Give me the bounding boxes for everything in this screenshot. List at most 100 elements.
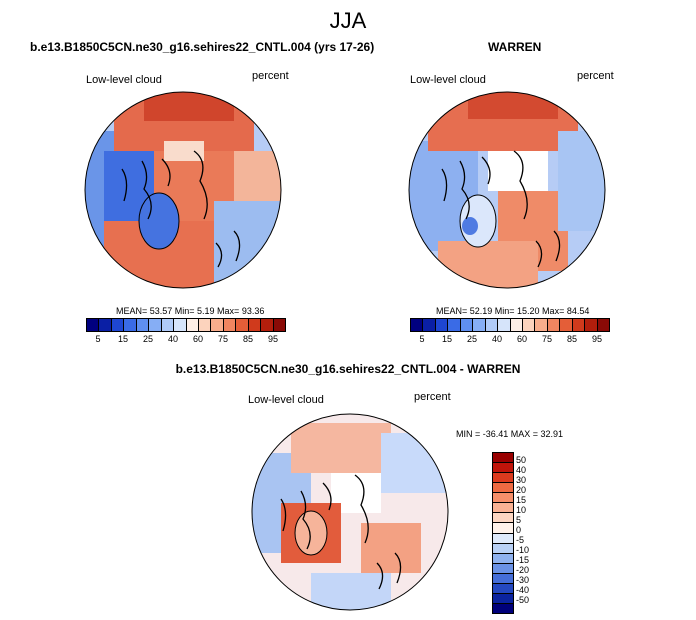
colorbar-swatch: [161, 319, 175, 331]
colorbar-swatch: [493, 523, 513, 534]
colorbar-swatch: [223, 319, 237, 331]
panel2-colorbar-ticks: 5 15 25 40 60 75 85 95: [410, 334, 608, 346]
panel3-stats: MIN = -36.41 MAX = 32.91: [456, 429, 564, 439]
colorbar-swatch: [572, 319, 586, 331]
colorbar-swatch: [597, 319, 609, 331]
colorbar-swatch: [460, 319, 474, 331]
colorbar-tick: 50: [516, 455, 527, 465]
colorbar-swatch: [273, 319, 285, 331]
panel1-polar-map: [84, 91, 282, 289]
colorbar-tick: -40: [516, 585, 530, 595]
colorbar-swatch: [411, 319, 424, 331]
panel1-stats: MEAN= 53.57 Min= 5.19 Max= 93.36: [116, 306, 265, 316]
colorbar-tick: 15: [516, 495, 527, 505]
panel2-units-label: percent: [577, 70, 614, 82]
colorbar-tick: 60: [192, 334, 203, 344]
colorbar-swatch: [493, 583, 513, 594]
colorbar-swatch: [493, 503, 513, 514]
colorbar-swatch: [248, 319, 262, 331]
season-title: JJA: [329, 8, 367, 33]
colorbar-swatch: [493, 513, 513, 524]
panel1-colorbar: [86, 318, 286, 332]
panel1-variable-label: Low-level cloud: [86, 74, 162, 86]
colorbar-swatch: [585, 319, 598, 331]
colorbar-tick: -15: [516, 555, 530, 565]
colorbar-swatch: [493, 533, 513, 544]
colorbar-tick: 5: [516, 515, 522, 525]
panel1-colorbar-ticks: 5 15 25 40 60 75 85 95: [86, 334, 284, 346]
colorbar-swatch: [493, 463, 513, 474]
colorbar-tick: -50: [516, 595, 530, 605]
colorbar-tick: 10: [516, 505, 527, 515]
colorbar-tick: 15: [117, 334, 128, 344]
colorbar-swatch: [111, 319, 125, 331]
colorbar-tick: 5: [95, 334, 101, 344]
colorbar-swatch: [493, 553, 513, 564]
panel2-colorbar: [410, 318, 610, 332]
colorbar-tick: 25: [466, 334, 477, 344]
panel2-title: WARREN: [488, 40, 542, 54]
colorbar-swatch: [493, 493, 513, 504]
colorbar-swatch: [498, 319, 511, 331]
colorbar-swatch: [87, 319, 100, 331]
colorbar-tick: 75: [217, 334, 228, 344]
colorbar-swatch: [186, 319, 199, 331]
colorbar-tick: 85: [566, 334, 577, 344]
colorbar-swatch: [522, 319, 536, 331]
colorbar-tick: -20: [516, 565, 530, 575]
colorbar-tick: 40: [491, 334, 502, 344]
panel1-units-label: percent: [252, 70, 289, 82]
colorbar-tick: 25: [142, 334, 153, 344]
colorbar-swatch: [149, 319, 162, 331]
colorbar-swatch: [493, 603, 513, 613]
colorbar-swatch: [493, 543, 513, 554]
colorbar-tick: 15: [441, 334, 452, 344]
colorbar-swatch: [473, 319, 486, 331]
colorbar-tick: 40: [516, 465, 527, 475]
colorbar-tick: 40: [167, 334, 178, 344]
colorbar-tick: 0: [516, 525, 522, 535]
colorbar-swatch: [136, 319, 150, 331]
colorbar-tick: 5: [419, 334, 425, 344]
colorbar-swatch: [198, 319, 212, 331]
panel1-title: b.e13.B1850C5CN.ne30_g16.sehires22_CNTL.…: [30, 40, 375, 54]
panel2-polar-map: [408, 91, 606, 289]
colorbar-swatch: [261, 319, 274, 331]
colorbar-tick: -10: [516, 545, 530, 555]
colorbar-swatch: [560, 319, 573, 331]
colorbar-tick: 60: [516, 334, 527, 344]
colorbar-tick: 95: [267, 334, 278, 344]
colorbar-tick: 95: [591, 334, 602, 344]
panel2-stats: MEAN= 52.19 Min= 15.20 Max= 84.54: [436, 306, 590, 316]
panel3-colorbar: [492, 452, 514, 614]
colorbar-swatch: [493, 483, 513, 494]
panel3-units-label: percent: [414, 391, 451, 403]
colorbar-tick: -30: [516, 575, 530, 585]
colorbar-swatch: [493, 563, 513, 574]
panel3-title: b.e13.B1850C5CN.ne30_g16.sehires22_CNTL.…: [175, 362, 521, 376]
colorbar-swatch: [99, 319, 112, 331]
colorbar-tick: 85: [242, 334, 253, 344]
colorbar-swatch: [485, 319, 499, 331]
panel3-variable-label: Low-level cloud: [248, 394, 324, 406]
colorbar-swatch: [510, 319, 523, 331]
panel2-variable-label: Low-level cloud: [410, 74, 486, 86]
colorbar-swatch: [211, 319, 224, 331]
colorbar-swatch: [448, 319, 461, 331]
colorbar-swatch: [493, 473, 513, 484]
colorbar-swatch: [493, 453, 513, 464]
panel3-polar-map: [251, 413, 449, 611]
colorbar-tick: 75: [541, 334, 552, 344]
panel3-colorbar-ticks: 50 40 30 20 15 10 5 0 -5 -10 -15 -20 -30…: [516, 452, 556, 612]
colorbar-tick: 20: [516, 485, 527, 495]
colorbar-tick: -5: [516, 535, 525, 545]
colorbar-swatch: [547, 319, 561, 331]
colorbar-swatch: [124, 319, 137, 331]
colorbar-swatch: [535, 319, 548, 331]
colorbar-swatch: [423, 319, 436, 331]
colorbar-swatch: [236, 319, 249, 331]
colorbar-swatch: [174, 319, 187, 331]
colorbar-tick: 30: [516, 475, 527, 485]
colorbar-swatch: [493, 573, 513, 584]
colorbar-swatch: [435, 319, 449, 331]
